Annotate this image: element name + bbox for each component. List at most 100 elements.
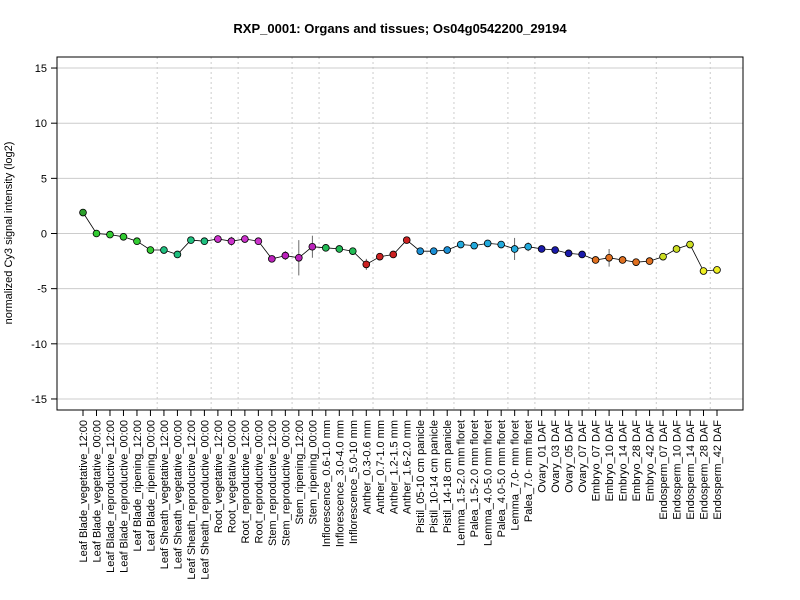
data-point xyxy=(160,246,168,254)
data-point xyxy=(227,237,236,246)
data-point xyxy=(416,247,425,255)
y-tick-label: 5 xyxy=(41,173,47,185)
y-tick-label: -5 xyxy=(37,284,47,296)
x-tick-label: Leaf Blade_ripening_00:00 xyxy=(145,420,157,552)
y-axis-label: normalized Cy3 signal intensity (log2) xyxy=(3,142,15,325)
chart-title: RXP_0001: Organs and tissues; Os04g05422… xyxy=(233,21,567,36)
x-tick-label: Root_reproductive_12:00 xyxy=(240,420,252,544)
data-point xyxy=(92,229,101,238)
x-tick-label: Endosperm_28 DAF xyxy=(699,420,711,520)
x-tick-label: Lemma_1.5-2.0 mm floret xyxy=(456,420,468,546)
x-tick-label: Lemma_7.0- mm floret xyxy=(510,420,522,531)
data-point xyxy=(443,246,452,254)
data-point xyxy=(564,249,573,258)
data-point xyxy=(497,240,505,249)
data-point xyxy=(295,253,303,262)
x-tick-label: Root_reproductive_00:00 xyxy=(253,420,265,544)
data-point xyxy=(348,247,357,255)
data-point xyxy=(524,242,532,251)
data-point xyxy=(578,250,586,259)
x-tick-label: Leaf Blade_reproductive_12:00 xyxy=(105,420,117,573)
data-point xyxy=(713,266,721,274)
x-tick-label: Lemma_4.0-5.0 mm floret xyxy=(483,420,495,546)
x-tick-label: Leaf Blade_vegetative_12:00 xyxy=(78,420,90,563)
x-tick-label: Leaf Blade_reproductive_00:00 xyxy=(118,420,130,573)
x-tick-label: Endosperm_42 DAF xyxy=(712,420,724,520)
x-tick-label: Stem_ripening_00:00 xyxy=(307,420,319,525)
x-tick-label: Palea_7.0- mm floret xyxy=(523,420,535,522)
x-tick-label: Inflorescence_0.6-1.0 mm xyxy=(321,420,333,547)
x-tick-label: Ovary_07 DAF xyxy=(577,420,589,493)
x-tick-label: Endosperm_10 DAF xyxy=(672,420,684,520)
y-tick-label: 15 xyxy=(35,63,47,75)
data-point xyxy=(699,267,708,275)
data-point xyxy=(375,252,384,261)
x-tick-label: Leaf Sheath_vegetative_12:00 xyxy=(159,420,171,569)
data-point xyxy=(362,260,371,269)
x-tick-label: Anther_1.2-1.5 mm xyxy=(388,420,400,514)
x-tick-label: Stem_reproductive_00:00 xyxy=(280,420,292,546)
axis-layer: -15 -10 -5 0 5 10 15 xyxy=(31,63,718,416)
data-point xyxy=(632,258,640,266)
y-tick-label: -10 xyxy=(31,339,47,351)
data-point xyxy=(483,239,492,248)
y-tick-label: 10 xyxy=(35,118,47,130)
data-point xyxy=(510,245,519,253)
y-tick-label: -15 xyxy=(31,394,47,406)
data-point xyxy=(551,246,559,254)
data-point xyxy=(429,247,438,255)
x-tick-label: Embryo_14 DAF xyxy=(618,420,630,502)
data-point xyxy=(686,240,694,249)
data-point xyxy=(456,240,465,249)
x-tick-label: Embryo_07 DAF xyxy=(591,420,603,502)
grid-layer xyxy=(57,57,743,410)
data-point xyxy=(268,255,276,263)
data-point xyxy=(402,236,411,244)
x-tick-label: Inflorescence_3.0-4.0 mm xyxy=(334,420,346,547)
x-tick-label: Pistil_10-14 cm panicle xyxy=(429,420,441,533)
x-tick-label: Pistil_05-10 cm panicle xyxy=(415,420,427,533)
x-tick-label: Anther_0.7-1.0 mm xyxy=(375,420,387,514)
x-tick-label: Stem_reproductive_12:00 xyxy=(267,420,279,546)
x-tick-label: Embryo_42 DAF xyxy=(645,420,657,502)
data-point xyxy=(173,250,182,259)
data-point xyxy=(335,245,344,253)
data-point xyxy=(281,251,290,260)
data-point xyxy=(241,235,249,243)
data-point xyxy=(187,236,195,244)
x-tick-label: Palea_4.0-5.0 mm floret xyxy=(496,420,508,537)
x-tick-labels: Leaf Blade_vegetative_12:00 Leaf Blade_ve… xyxy=(78,420,724,580)
x-tick-label: Ovary_01 DAF xyxy=(537,420,549,493)
data-point xyxy=(618,256,627,264)
x-tick-label: Inflorescence_5.0-10 mm xyxy=(348,420,360,544)
data-point xyxy=(254,237,263,246)
data-point xyxy=(133,237,141,246)
data-point xyxy=(214,235,222,243)
data-point xyxy=(106,230,114,239)
x-tick-label: Endosperm_07 DAF xyxy=(658,420,670,520)
x-tick-label: Leaf Sheath_vegetative_00:00 xyxy=(172,420,184,569)
data-point xyxy=(672,245,681,253)
x-tick-label: Endosperm_14 DAF xyxy=(685,420,697,520)
x-tick-label: Leaf Blade_vegetative_00:00 xyxy=(91,420,103,563)
data-point xyxy=(146,246,155,254)
data-point xyxy=(659,252,667,261)
data-point xyxy=(645,257,654,265)
x-tick-label: Leaf Sheath_reproductive_00:00 xyxy=(199,420,211,580)
y-tick-label: 0 xyxy=(41,229,47,241)
x-tick-label: Ovary_05 DAF xyxy=(564,420,576,493)
x-tick-label: Palea_1.5-2.0 mm floret xyxy=(469,420,481,537)
x-tick-label: Leaf Sheath_reproductive_12:00 xyxy=(186,420,198,580)
data-point xyxy=(537,245,546,253)
x-tick-label: Root_vegetative_00:00 xyxy=(226,420,238,533)
x-tick-label: Anther_0.3-0.6 mm xyxy=(361,420,373,514)
x-tick-label: Stem_ripening_12:00 xyxy=(294,420,306,525)
data-point xyxy=(605,253,613,262)
data-point xyxy=(308,242,317,251)
data-point xyxy=(470,241,478,250)
plot-frame xyxy=(56,56,744,411)
x-tick-label: Ovary_03 DAF xyxy=(550,420,562,493)
x-tick-label: Anther_1.6-2.0 mm xyxy=(402,420,414,514)
x-tick-label: Root_vegetative_12:00 xyxy=(213,420,225,533)
